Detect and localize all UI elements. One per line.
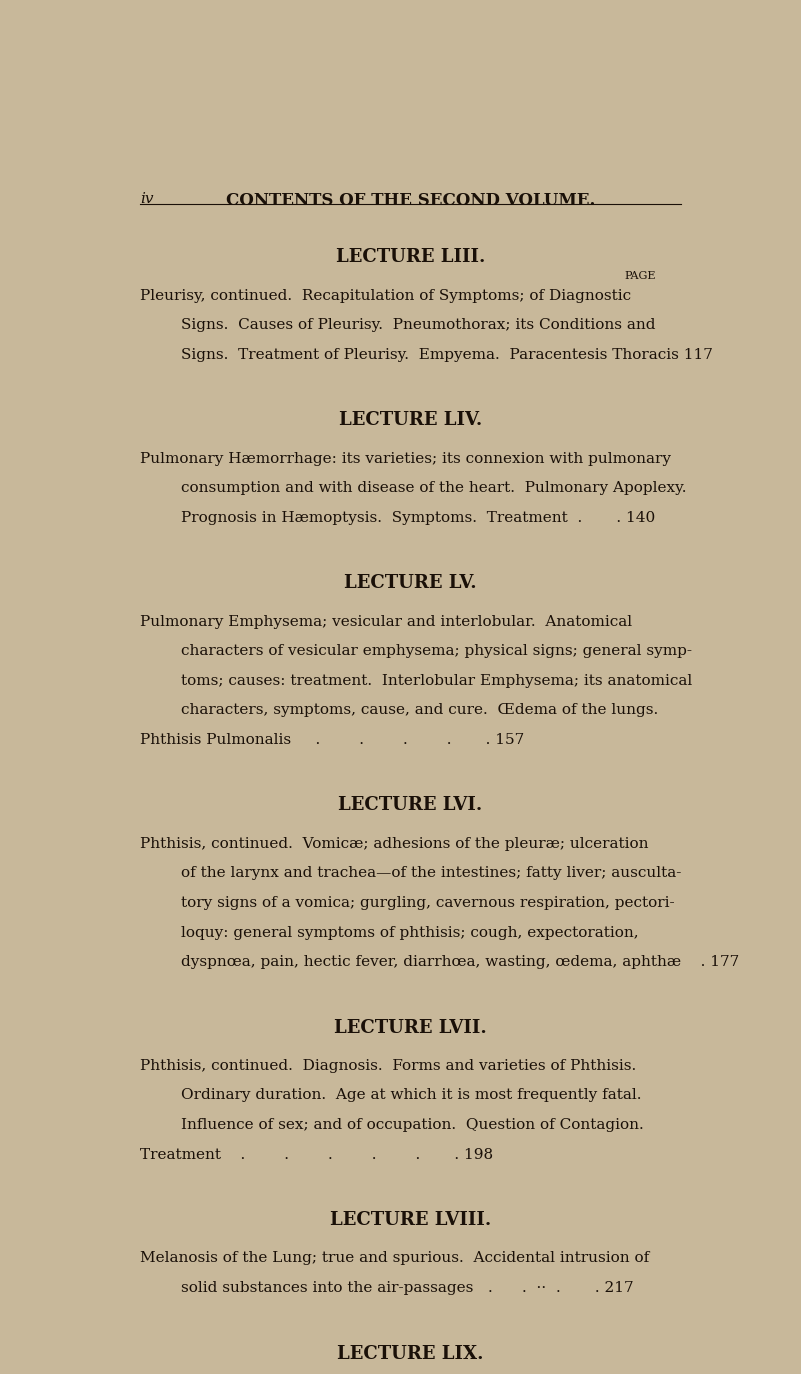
Text: Signs.  Treatment of Pleurisy.  Empyema.  Paracentesis Thoracis 117: Signs. Treatment of Pleurisy. Empyema. P… [181,348,713,361]
Text: characters of vesicular emphysema; physical signs; general symp-: characters of vesicular emphysema; physi… [181,644,692,658]
Text: consumption and with disease of the heart.  Pulmonary Apoplexy.: consumption and with disease of the hear… [181,481,686,495]
Text: Ordinary duration.  Age at which it is most frequently fatal.: Ordinary duration. Age at which it is mo… [181,1088,642,1102]
Text: loquy: general symptoms of phthisis; cough, expectoration,: loquy: general symptoms of phthisis; cou… [181,926,638,940]
Text: LECTURE LIV.: LECTURE LIV. [339,411,482,430]
Text: LECTURE LVII.: LECTURE LVII. [334,1018,487,1036]
Text: toms; causes: treatment.  Interlobular Emphysema; its anatomical: toms; causes: treatment. Interlobular Em… [181,673,692,688]
Text: solid substances into the air-passages   .      .  ··  .       . 217: solid substances into the air-passages .… [181,1281,634,1296]
Text: of the larynx and trachea—of the intestines; fatty liver; ausculta-: of the larynx and trachea—of the intesti… [181,867,681,881]
Text: PAGE: PAGE [624,271,656,280]
Text: Influence of sex; and of occupation.  Question of Contagion.: Influence of sex; and of occupation. Que… [181,1118,643,1132]
Text: Phthisis, continued.  Diagnosis.  Forms and varieties of Phthisis.: Phthisis, continued. Diagnosis. Forms an… [140,1059,637,1073]
Text: Treatment    .        .        .        .        .       . 198: Treatment . . . . . . 198 [140,1147,493,1162]
Text: dyspnœa, pain, hectic fever, diarrhœa, wasting, œdema, aphthæ    . 177: dyspnœa, pain, hectic fever, diarrhœa, w… [181,955,739,969]
Text: LECTURE LVI.: LECTURE LVI. [338,797,483,815]
Text: Pleurisy, continued.  Recapitulation of Symptoms; of Diagnostic: Pleurisy, continued. Recapitulation of S… [140,289,632,302]
Text: LECTURE LIX.: LECTURE LIX. [337,1345,484,1363]
Text: Phthisis Pulmonalis     .        .        .        .       . 157: Phthisis Pulmonalis . . . . . 157 [140,732,525,747]
Text: CONTENTS OF THE SECOND VOLUME.: CONTENTS OF THE SECOND VOLUME. [226,192,595,209]
Text: LECTURE LIII.: LECTURE LIII. [336,249,485,267]
Text: characters, symptoms, cause, and cure.  Œdema of the lungs.: characters, symptoms, cause, and cure. Œ… [181,703,658,717]
Text: LECTURE LV.: LECTURE LV. [344,574,477,592]
Text: Pulmonary Emphysema; vesicular and interlobular.  Anatomical: Pulmonary Emphysema; vesicular and inter… [140,614,633,628]
Text: Signs.  Causes of Pleurisy.  Pneumothorax; its Conditions and: Signs. Causes of Pleurisy. Pneumothorax;… [181,319,655,333]
Text: tory signs of a vomica; gurgling, cavernous respiration, pectori-: tory signs of a vomica; gurgling, cavern… [181,896,674,910]
Text: Phthisis, continued.  Vomicæ; adhesions of the pleuræ; ulceration: Phthisis, continued. Vomicæ; adhesions o… [140,837,649,851]
Text: Pulmonary Hæmorrhage: its varieties; its connexion with pulmonary: Pulmonary Hæmorrhage: its varieties; its… [140,452,671,466]
Text: iv: iv [140,192,154,206]
Text: Melanosis of the Lung; true and spurious.  Accidental intrusion of: Melanosis of the Lung; true and spurious… [140,1252,650,1265]
Text: Prognosis in Hæmoptysis.  Symptoms.  Treatment  .       . 140: Prognosis in Hæmoptysis. Symptoms. Treat… [181,511,655,525]
Text: LECTURE LVIII.: LECTURE LVIII. [330,1212,491,1230]
